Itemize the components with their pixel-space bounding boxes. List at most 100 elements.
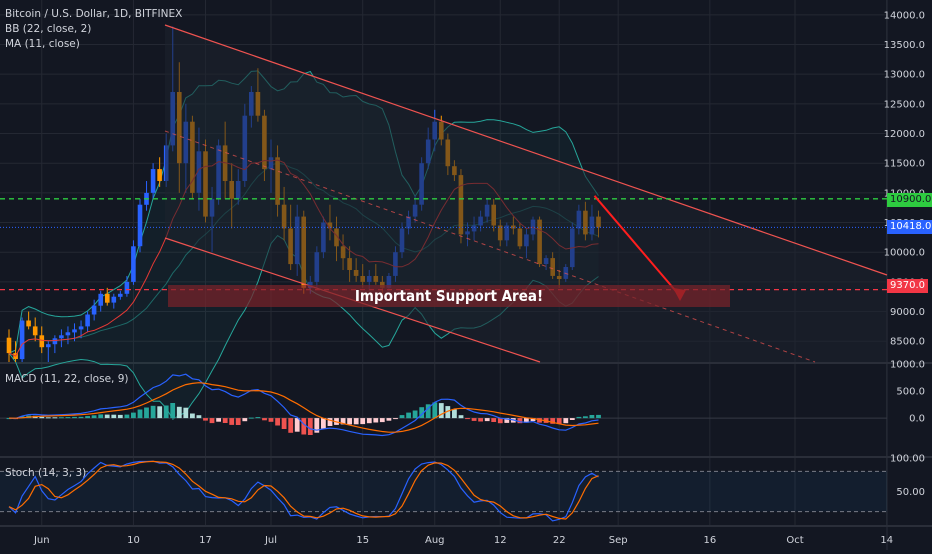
- macd-histogram-bar: [458, 415, 464, 419]
- candle-body: [111, 296, 117, 303]
- price-tick-label: 11500.0: [884, 159, 925, 170]
- stoch-d-line: [8, 460, 599, 520]
- macd-pane: [0, 373, 887, 437]
- macd-histogram-bar: [307, 418, 313, 435]
- macd-histogram-bar: [589, 415, 595, 419]
- price-tick-label: 8500.0: [890, 337, 925, 348]
- candle-body: [32, 326, 38, 336]
- stoch-tick-label: 100.00: [890, 454, 925, 465]
- macd-histogram-bar: [327, 418, 333, 426]
- time-tick-label: 15: [356, 535, 369, 546]
- candle-body: [26, 320, 31, 327]
- macd-histogram-bar: [419, 407, 425, 419]
- price-tick-label: 12500.0: [884, 99, 925, 110]
- macd-histogram-bar: [65, 417, 71, 419]
- macd-histogram-bar: [222, 418, 228, 423]
- candle-body: [65, 332, 71, 336]
- macd-histogram-bar: [176, 406, 182, 419]
- macd-histogram-bar: [262, 418, 267, 421]
- macd-histogram-bar: [484, 418, 490, 422]
- macd-histogram-bar: [478, 418, 483, 422]
- macd-histogram-bar: [556, 418, 562, 425]
- macd-histogram-bar: [216, 418, 221, 422]
- macd-histogram-bar: [39, 416, 45, 419]
- macd-histogram-bar: [530, 418, 536, 422]
- candle-body: [124, 281, 130, 294]
- time-tick-label: 22: [553, 535, 566, 546]
- candle-body: [98, 293, 103, 306]
- macd-histogram-bar: [576, 416, 582, 419]
- time-tick-label: Jun: [33, 535, 50, 546]
- macd-histogram-bar: [465, 418, 470, 420]
- macd-histogram-bar: [438, 403, 444, 419]
- macd-histogram-bar: [235, 418, 241, 425]
- macd-histogram-bar: [412, 410, 418, 419]
- macd-histogram-bar: [452, 409, 457, 419]
- macd-tick-label: 500.0: [896, 387, 925, 398]
- time-tick-label: 12: [494, 535, 507, 546]
- macd-histogram-bar: [190, 413, 195, 419]
- macd-histogram-bar: [497, 418, 503, 424]
- time-tick-label: Oct: [786, 535, 803, 546]
- macd-histogram-bar: [386, 418, 392, 421]
- macd-histogram-bar: [52, 417, 58, 419]
- bb-legend: BB (22, close, 2): [5, 23, 92, 35]
- channel-upper-line: [164, 24, 888, 276]
- time-tick-label: 10: [127, 535, 140, 546]
- macd-line: [8, 373, 599, 437]
- macd-histogram-bar: [203, 418, 208, 421]
- macd-histogram-bar: [104, 414, 110, 419]
- candle-body: [39, 335, 45, 348]
- candle-body: [59, 335, 64, 339]
- macd-histogram-bar: [45, 417, 51, 419]
- macd-histogram-bar: [360, 418, 366, 425]
- time-tick-label: Jul: [264, 535, 277, 546]
- macd-histogram-bar: [373, 418, 379, 423]
- time-tick-label: Aug: [425, 535, 445, 546]
- channel-mid-line: [164, 130, 816, 363]
- macd-histogram-bar: [491, 418, 497, 422]
- macd-histogram-bar: [524, 418, 529, 423]
- macd-tick-label: 0.0: [909, 414, 925, 425]
- ma-legend: MA (11, close): [5, 38, 80, 50]
- macd-histogram-bar: [268, 418, 274, 422]
- candle-body: [91, 305, 97, 315]
- macd-histogram-bar: [275, 418, 280, 426]
- macd-histogram-bar: [425, 404, 431, 419]
- macd-histogram-bar: [301, 418, 307, 435]
- macd-histogram-bar: [347, 418, 352, 425]
- resistance-price-tag: 10900.0: [887, 193, 932, 207]
- candle-body: [78, 326, 84, 330]
- stoch-pane: [0, 460, 887, 522]
- candle-body: [19, 320, 25, 360]
- macd-histogram-bar: [281, 418, 287, 429]
- macd-histogram-bar: [209, 418, 215, 424]
- macd-histogram-bar: [124, 414, 130, 419]
- time-tick-label: Sep: [609, 535, 628, 546]
- macd-histogram-bar: [583, 416, 588, 419]
- candle-body: [150, 169, 156, 193]
- macd-histogram-bar: [537, 418, 542, 423]
- macd-histogram-bar: [504, 418, 510, 423]
- macd-histogram-bar: [85, 416, 90, 419]
- price-tick-label: 13500.0: [884, 40, 925, 51]
- candle-body: [72, 329, 77, 333]
- candle-body: [118, 293, 123, 297]
- candle-body: [85, 314, 90, 327]
- macd-histogram-bar: [255, 417, 261, 419]
- macd-histogram-bar: [321, 418, 326, 429]
- macd-histogram-bar: [248, 417, 254, 419]
- price-tick-label: 13000.0: [884, 70, 925, 81]
- macd-histogram-bar: [445, 406, 451, 419]
- macd-histogram-bar: [393, 418, 398, 420]
- macd-histogram-bar: [196, 415, 202, 419]
- candle-body: [131, 246, 136, 282]
- macd-histogram-bar: [91, 415, 97, 419]
- macd-histogram-bar: [432, 402, 438, 419]
- macd-histogram-bar: [144, 407, 149, 419]
- macd-histogram-bar: [366, 418, 372, 424]
- macd-histogram-bar: [379, 418, 385, 423]
- last-price-tag: 10418.0: [887, 220, 932, 234]
